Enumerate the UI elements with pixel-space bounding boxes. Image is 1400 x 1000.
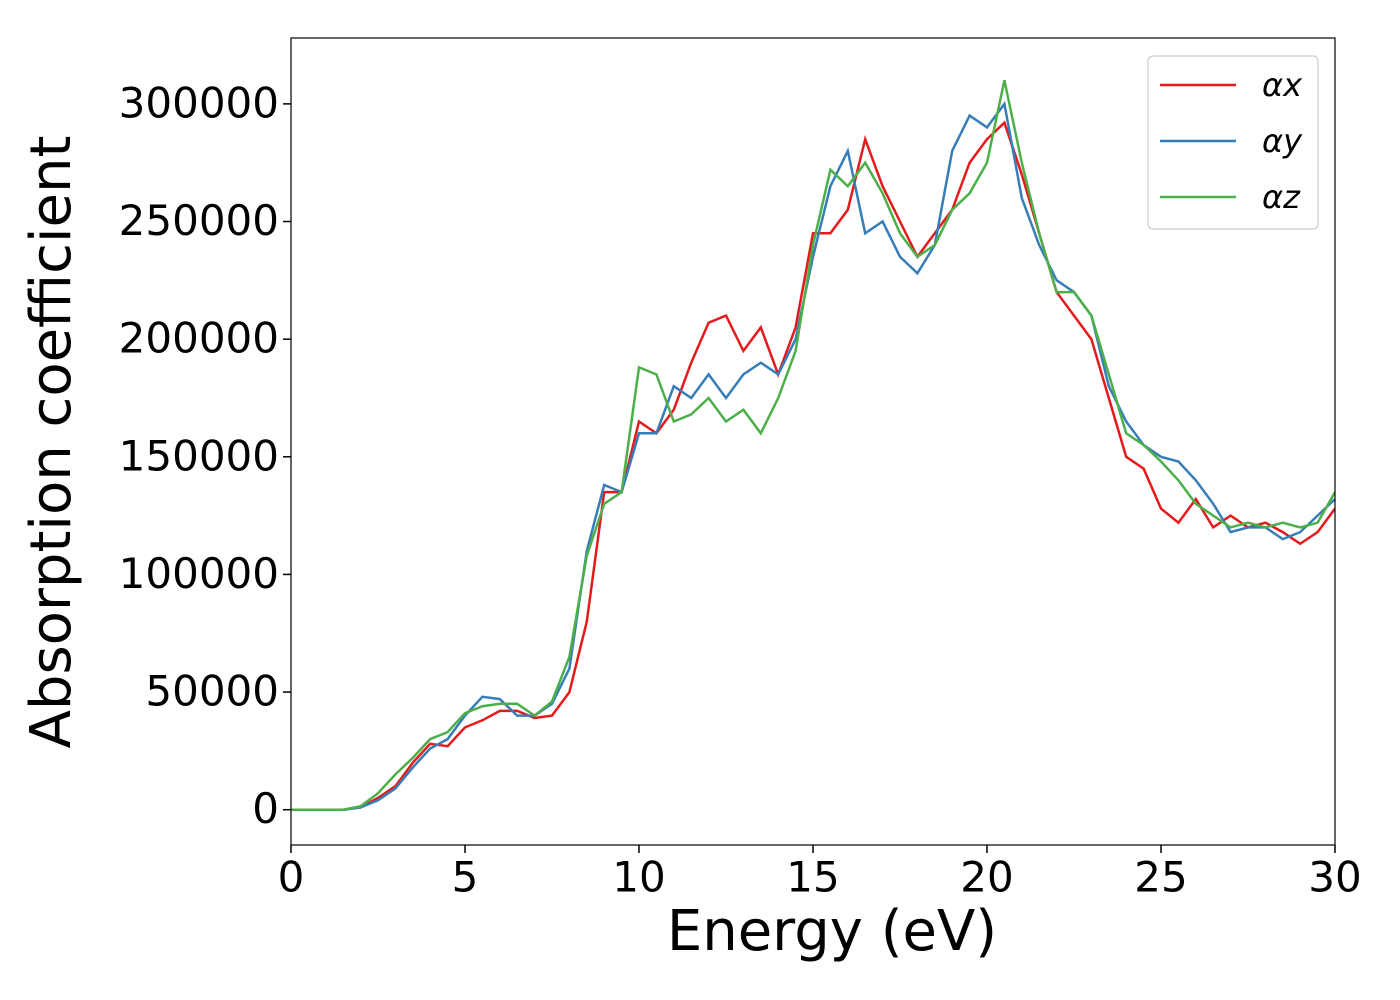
- y-tick-label: 200000: [119, 314, 279, 363]
- x-tick-label: 15: [786, 853, 839, 902]
- x-tick-label: 20: [960, 853, 1013, 902]
- x-tick-label: 25: [1134, 853, 1187, 902]
- x-tick-label: 5: [452, 853, 479, 902]
- series-line: [291, 100, 1335, 811]
- y-tick-label: 50000: [145, 667, 279, 716]
- series-line: [291, 120, 1335, 811]
- legend-label: αx: [1262, 66, 1303, 104]
- series-line: [291, 80, 1335, 811]
- legend-label: αy: [1262, 122, 1303, 160]
- y-tick-label: 0: [252, 784, 279, 833]
- plot-frame: [290, 37, 1336, 846]
- y-tick-label: 300000: [119, 78, 279, 127]
- legend-label: αz: [1262, 178, 1301, 216]
- y-tick-label: 100000: [119, 549, 279, 598]
- x-axis-label: Energy (eV): [667, 899, 997, 964]
- y-axis-label: Absorption coefficient: [19, 136, 84, 749]
- y-tick-label: 250000: [119, 196, 279, 245]
- legend-box: [1147, 55, 1319, 230]
- y-tick-label: 150000: [119, 431, 279, 480]
- x-tick-label: 10: [612, 853, 665, 902]
- x-tick-label: 0: [278, 853, 305, 902]
- x-tick-label: 30: [1308, 853, 1361, 902]
